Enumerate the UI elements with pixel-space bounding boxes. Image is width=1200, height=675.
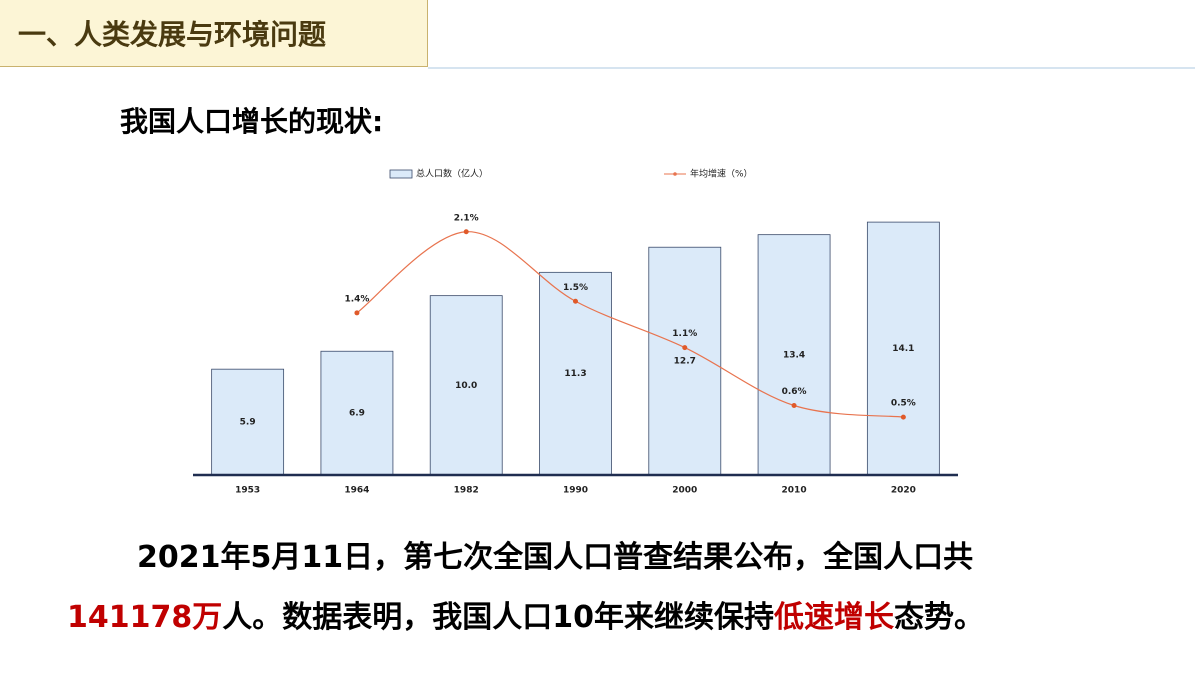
- bar-label: 6.9: [349, 409, 365, 419]
- legend-swatch: [389, 169, 413, 179]
- line-label: 0.5%: [891, 399, 916, 409]
- text-segment: 人。数据表明，我国人口10年来继续保持: [222, 600, 774, 635]
- header-rule: [428, 67, 1195, 69]
- line-label: 1.4%: [344, 294, 369, 304]
- x-tick-label: 1964: [344, 486, 369, 496]
- bar-label: 10.0: [455, 381, 477, 391]
- x-tick-label: 1953: [235, 486, 260, 496]
- bar-label: 12.7: [674, 357, 696, 367]
- x-tick-label: 1982: [454, 486, 479, 496]
- x-tick-label: 1990: [563, 486, 588, 496]
- bar-label: 5.9: [240, 418, 256, 428]
- bar: [320, 350, 394, 476]
- line-label: 2.1%: [454, 213, 479, 223]
- bar: [539, 271, 612, 476]
- line-point: [573, 298, 578, 304]
- legend-marker: [673, 172, 677, 176]
- text-segment: 态势。: [894, 600, 984, 635]
- line-label: 0.6%: [782, 387, 807, 397]
- line-point: [900, 414, 906, 420]
- bar-label: 13.4: [783, 350, 805, 360]
- text-segment: 2021年5月11日，第七次全国人口普查结果公布，全国人口共: [137, 540, 974, 575]
- line-point: [682, 345, 688, 351]
- paragraph-line: 2021年5月11日，第七次全国人口普查结果公布，全国人口共: [137, 532, 973, 576]
- bar-label: 14.1: [892, 344, 914, 354]
- text-segment: 141178万: [67, 600, 223, 635]
- bar: [866, 221, 940, 476]
- line-point: [791, 403, 797, 408]
- legend-label: 年均增速（%）: [690, 168, 753, 180]
- bar-label: 11.3: [564, 369, 586, 379]
- x-tick-label: 2000: [672, 486, 697, 496]
- bar: [429, 295, 503, 476]
- bar: [757, 234, 831, 476]
- line-label: 1.5%: [563, 283, 588, 293]
- text-segment: 低速增长: [774, 600, 894, 635]
- subtitle: 我国人口增长的现状:: [120, 105, 384, 138]
- x-tick-label: 2020: [891, 486, 916, 496]
- x-tick-label: 2010: [782, 486, 807, 496]
- paragraph-line: 141178万人。数据表明，我国人口10年来继续保持低速增长态势。: [67, 592, 984, 636]
- line: [356, 231, 904, 418]
- header-title: 一、人类发展与环境问题: [18, 18, 327, 51]
- line-point: [354, 310, 360, 316]
- line-label: 1.1%: [672, 329, 697, 339]
- legend-label: 总人口数（亿人）: [416, 168, 488, 180]
- line-point: [463, 229, 469, 235]
- header-box: 一、人类发展与环境问题: [0, 0, 428, 67]
